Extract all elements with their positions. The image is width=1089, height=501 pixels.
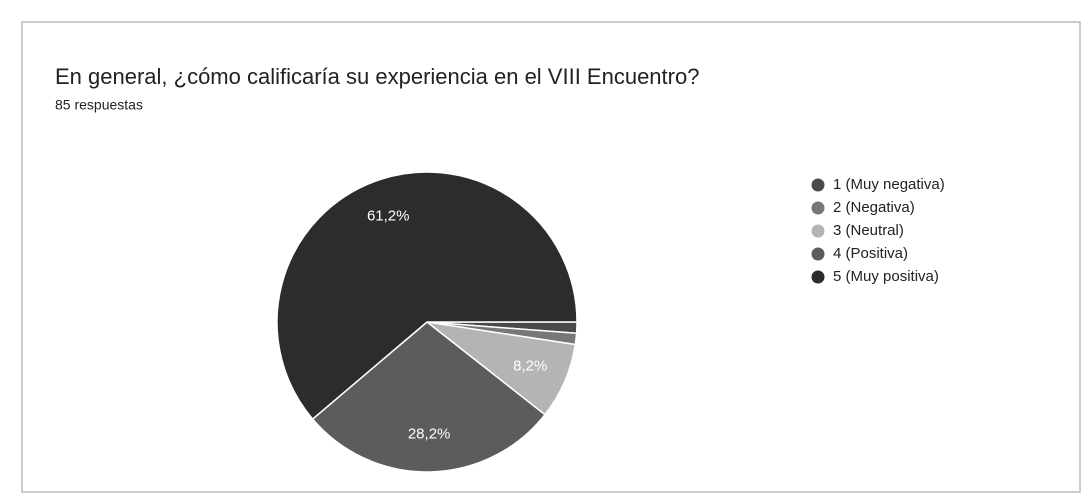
chart-subtitle: 85 respuestas [55, 97, 143, 113]
legend-swatch [811, 178, 825, 192]
legend-swatch [811, 247, 825, 261]
legend-label: 2 (Negativa) [833, 199, 915, 216]
chart-title: En general, ¿cómo calificaría su experie… [55, 64, 699, 89]
pie-slice [276, 171, 578, 421]
slice-label: 28,2% [408, 425, 451, 442]
slice-label: 8,2% [513, 358, 547, 375]
legend-label: 1 (Muy negativa) [833, 176, 945, 193]
legend-label: 5 (Muy positiva) [833, 268, 939, 285]
legend-label: 3 (Neutral) [833, 222, 904, 239]
legend-label: 4 (Positiva) [833, 245, 908, 262]
pie-slice [311, 321, 546, 473]
legend-swatch [811, 270, 825, 284]
slice-label: 61,2% [367, 207, 410, 224]
legend-swatch [811, 224, 825, 238]
legend-swatch [811, 201, 825, 215]
